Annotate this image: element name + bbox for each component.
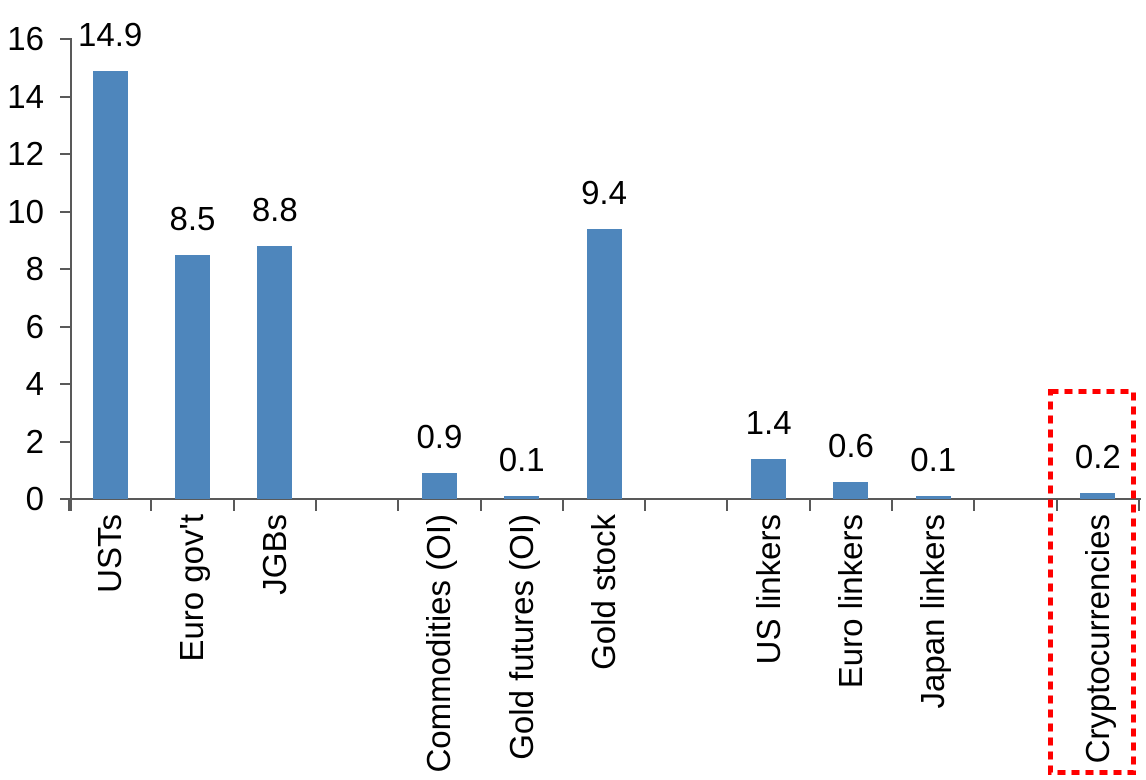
x-axis-tick [808,499,811,511]
bar [92,70,128,499]
y-axis-tick [60,498,72,500]
x-axis-tick [1055,499,1058,511]
category-label: Commodities (OI) [420,514,458,773]
x-axis-tick [68,499,70,511]
x-axis-tick [397,499,400,511]
bar [174,254,210,499]
x-axis-tick [726,499,729,511]
y-axis-tick [60,210,72,213]
y-axis-tick-label: 2 [25,422,44,460]
y-axis-tick-label: 16 [7,20,44,57]
y-axis-tick [60,95,72,98]
x-axis-tick [1138,499,1140,511]
bar [833,481,869,499]
bar-value-label: 0.6 [827,426,874,464]
bar-value-label: 0.1 [910,441,957,479]
bar [915,496,951,499]
bar-value-label: 1.4 [745,403,792,441]
y-axis-tick [60,153,72,155]
y-axis-tick [60,38,72,40]
bar [586,228,622,499]
bar [1080,493,1116,499]
category-label: USTs [91,514,129,593]
x-axis-tick [891,499,894,511]
y-axis-tick-label: 12 [7,135,44,172]
bar-value-label: 0.1 [498,441,545,479]
bar-value-label: 0.9 [416,418,463,456]
x-axis-tick [150,499,153,511]
highlight-box-border [1048,389,1136,775]
x-axis-tick [232,499,235,511]
y-axis-tick-label: 14 [7,77,44,115]
y-axis-tick-label: 6 [25,307,44,345]
x-axis-tick [314,499,317,511]
bar [504,496,540,499]
bar [257,246,293,499]
x-axis-tick [561,499,564,511]
bar-value-label: 8.8 [251,191,298,228]
category-label: Gold stock [585,514,622,670]
y-axis-tick [60,325,72,328]
y-axis-tick-label: 10 [7,192,44,230]
category-label: JGBs [255,514,293,595]
x-axis-tick [479,499,482,511]
bar-value-label: 0.2 [1074,438,1121,476]
bar-value-label: 14.9 [78,15,143,53]
category-label: Gold futures (OI) [502,514,540,760]
y-axis-tick [60,383,72,385]
y-axis-tick [60,440,72,443]
y-axis-tick-label: 8 [25,250,44,287]
y-axis-line [70,39,72,511]
x-axis-line [70,498,1141,500]
y-axis-tick-label: 4 [25,365,44,402]
category-label: Euro linkers [831,514,869,689]
highlight-box [1048,389,1136,775]
y-axis-tick-label: 0 [25,480,44,517]
bar-value-label: 9.4 [581,173,627,211]
category-label: Euro gov't [173,514,211,662]
category-label: US linkers [749,514,787,665]
bar [751,458,787,499]
x-axis-tick [973,499,976,511]
y-axis-tick [60,268,72,270]
category-label: Japan linkers [914,514,952,709]
bar [421,473,457,499]
x-axis-tick [644,499,647,511]
bar-value-label: 8.5 [169,199,216,237]
